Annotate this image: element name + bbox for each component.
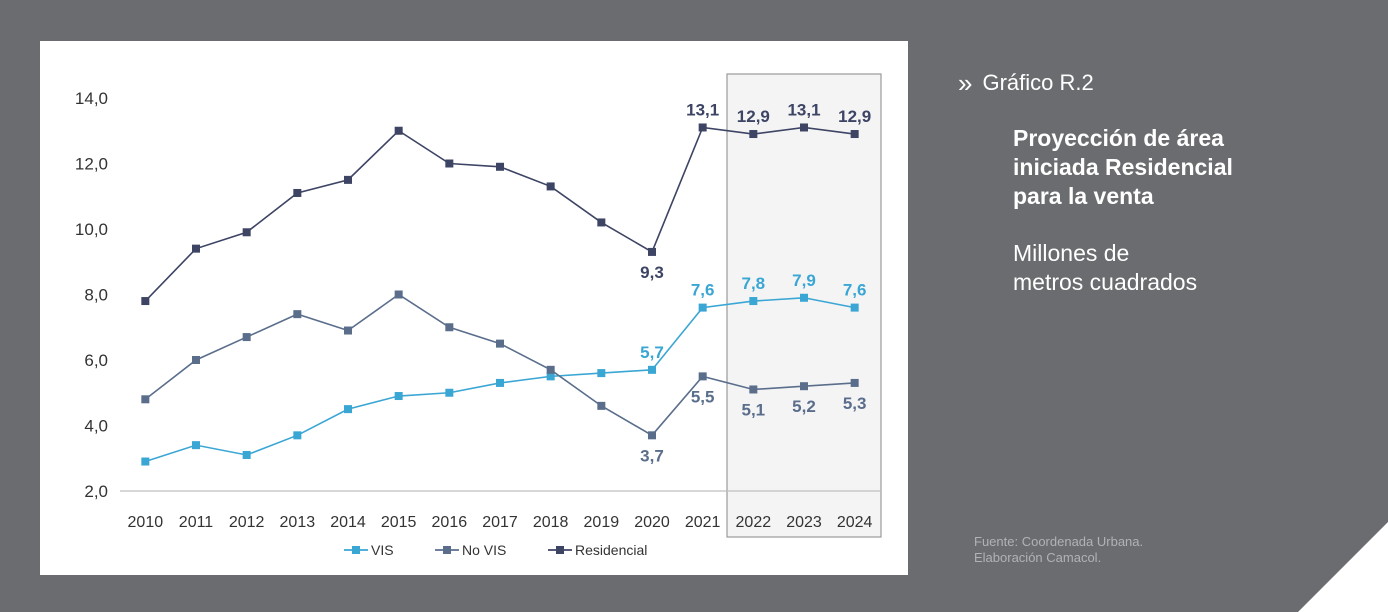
legend-label-vis: VIS	[371, 542, 394, 558]
data-point-vis	[546, 372, 555, 381]
data-point-no-vis	[141, 395, 150, 404]
data-point-residencial	[850, 130, 859, 139]
x-tick-label: 2019	[584, 514, 620, 531]
x-tick-label: 2018	[533, 514, 569, 531]
data-label-residencial: 12,9	[838, 107, 871, 126]
data-point-residencial	[293, 188, 302, 197]
legend-label-residencial: Residencial	[575, 542, 647, 558]
data-point-no-vis	[445, 323, 454, 332]
source-note: Fuente: Coordenada Urbana. Elaboración C…	[974, 534, 1144, 565]
chart-kicker: » Gráfico R.2	[958, 70, 1358, 96]
data-point-vis	[648, 365, 656, 374]
legend-label-no-vis: No VIS	[462, 542, 506, 558]
data-label-vis: 7,6	[843, 281, 867, 300]
data-point-no-vis	[242, 333, 251, 342]
data-point-residencial	[496, 162, 504, 171]
data-point-residencial	[597, 218, 606, 227]
data-point-vis	[394, 392, 403, 401]
data-point-residencial	[648, 247, 656, 256]
y-tick-label: 12,0	[75, 155, 108, 174]
x-tick-label: 2010	[128, 514, 164, 531]
legend-marker-vis	[352, 546, 360, 554]
data-point-vis	[800, 293, 808, 302]
x-tick-label: 2014	[330, 514, 366, 531]
x-tick-label: 2015	[381, 514, 417, 531]
data-point-vis	[496, 378, 504, 387]
data-point-vis	[141, 457, 150, 466]
x-tick-label: 2024	[837, 514, 873, 531]
chart-number: Gráfico R.2	[982, 70, 1094, 95]
data-point-no-vis	[597, 401, 606, 410]
data-label-no-vis: 5,3	[843, 394, 867, 413]
data-point-vis	[242, 450, 251, 459]
x-tick-label: 2013	[280, 514, 316, 531]
y-tick-label: 8,0	[84, 286, 108, 305]
corner-decoration	[1298, 522, 1388, 612]
x-tick-label: 2023	[786, 514, 822, 531]
data-point-vis	[698, 303, 707, 312]
data-point-no-vis	[192, 356, 200, 364]
chart-card: 2,0 4,0 6,0 8,0 10,0 12,0 14,0 2010 2011 2012 2013…	[40, 41, 908, 575]
x-tick-label: 2022	[736, 514, 772, 531]
data-point-residencial	[141, 297, 150, 306]
data-point-no-vis	[394, 290, 403, 299]
data-point-residencial	[344, 175, 352, 184]
data-point-residencial	[394, 126, 403, 135]
double-chevron-right-icon: »	[958, 68, 973, 98]
x-tick-label: 2012	[229, 514, 265, 531]
data-point-no-vis	[850, 378, 859, 387]
data-point-no-vis	[749, 385, 758, 394]
data-label-residencial: 13,1	[787, 100, 820, 119]
data-label-vis: 7,9	[792, 271, 816, 290]
y-tick-label: 4,0	[84, 417, 108, 436]
legend-marker-no-vis	[443, 546, 451, 554]
data-label-no-vis: 5,5	[691, 387, 715, 406]
data-point-residencial	[800, 123, 808, 132]
data-label-residencial: 13,1	[686, 100, 719, 119]
x-tick-label: 2017	[482, 514, 518, 531]
data-point-vis	[192, 441, 200, 450]
data-point-residencial	[192, 244, 200, 253]
data-point-residencial	[749, 130, 758, 139]
data-label-residencial: 12,9	[737, 107, 770, 126]
data-point-no-vis	[698, 372, 707, 381]
data-label-residencial: 9,3	[640, 263, 664, 282]
y-tick-label: 2,0	[84, 482, 108, 501]
side-panel: » Gráfico R.2 Proyección de área iniciad…	[958, 70, 1358, 297]
data-point-vis	[850, 303, 859, 312]
data-point-no-vis	[293, 310, 302, 319]
data-point-vis	[344, 405, 352, 414]
x-tick-label: 2011	[179, 514, 214, 531]
data-point-no-vis	[800, 382, 808, 391]
data-label-vis: 7,6	[691, 281, 715, 300]
data-point-vis	[445, 388, 454, 397]
data-point-no-vis	[648, 431, 656, 440]
y-tick-label: 10,0	[75, 220, 108, 239]
data-point-no-vis	[546, 365, 555, 374]
data-label-no-vis: 3,7	[640, 446, 664, 465]
data-point-vis	[597, 369, 606, 378]
data-point-residencial	[546, 182, 555, 191]
y-tick-label: 14,0	[75, 89, 108, 108]
data-label-no-vis: 5,2	[792, 397, 816, 416]
data-label-vis: 7,8	[742, 274, 766, 293]
line-chart: 2,0 4,0 6,0 8,0 10,0 12,0 14,0 2010 2011 2012 2013…	[75, 73, 882, 558]
legend-marker-residencial	[556, 546, 564, 554]
x-tick-label: 2021	[685, 514, 721, 531]
data-point-no-vis	[344, 326, 352, 335]
data-point-residencial	[242, 228, 251, 237]
chart-units: Millones de metros cuadrados	[1013, 240, 1198, 295]
x-tick-label: 2016	[432, 514, 468, 531]
data-label-no-vis: 5,1	[742, 400, 766, 419]
data-point-vis	[293, 431, 302, 440]
data-point-residencial	[445, 159, 454, 168]
data-point-residencial	[698, 123, 707, 132]
chart-title: Proyección de área iniciada Residencial …	[1013, 125, 1233, 209]
data-point-no-vis	[496, 339, 504, 348]
data-label-vis: 5,7	[640, 343, 664, 362]
data-point-vis	[749, 297, 758, 306]
x-tick-label: 2020	[634, 514, 670, 531]
y-tick-label: 6,0	[84, 351, 108, 370]
